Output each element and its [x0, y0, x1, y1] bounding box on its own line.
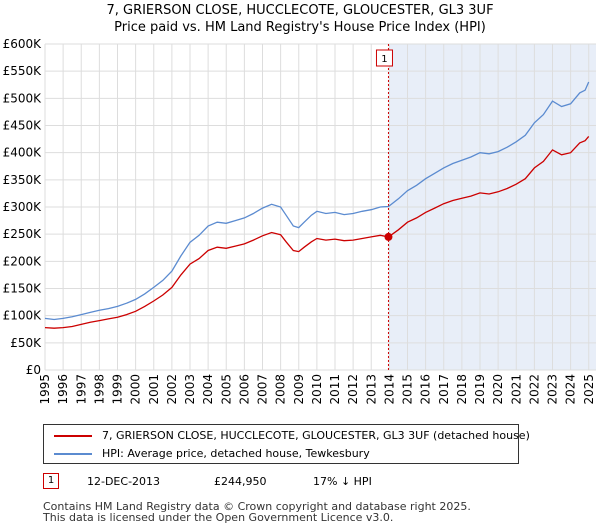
y-tick-label: £450K	[3, 119, 43, 133]
footer-copyright: Contains HM Land Registry data © Crown c…	[43, 500, 471, 513]
legend-swatch-price-paid	[54, 435, 92, 437]
chart-subtitle: Price paid vs. HM Land Registry's House …	[114, 20, 486, 35]
hpi-series-line	[44, 81, 590, 321]
legend: 7, GRIERSON CLOSE, HUCCLECOTE, GLOUCESTE…	[43, 424, 530, 464]
footer-licence: This data is licensed under the Open Gov…	[43, 511, 394, 524]
legend-label-hpi: HPI: Average price, detached house, Tewk…	[102, 447, 370, 460]
y-tick-label: £100K	[3, 309, 43, 323]
sale-date: 12-DEC-2013	[87, 475, 161, 488]
x-tick-label: 2022	[527, 374, 541, 405]
x-tick-label: 2020	[491, 374, 505, 405]
y-tick-label: £150K	[3, 282, 43, 296]
x-tick-label: 2002	[165, 374, 179, 405]
chart-title: 7, GRIERSON CLOSE, HUCCLECOTE, GLOUCESTE…	[106, 3, 494, 18]
gridlines	[44, 43, 596, 371]
x-tick-label: 2011	[328, 374, 342, 405]
y-tick-label: £300K	[3, 200, 43, 214]
x-tick-label: 2007	[256, 374, 270, 405]
y-tick-label: £550K	[3, 64, 43, 78]
sale-hpi-change: 17% ↓ HPI	[313, 475, 372, 488]
y-axis: £0 £50K £100K £150K £200K £250K £300K £350K £400…	[3, 37, 43, 377]
legend-swatch-hpi	[54, 453, 92, 455]
x-tick-label: 2018	[455, 374, 469, 405]
x-tick-label: 2012	[346, 374, 360, 405]
price-paid-series-line	[44, 135, 590, 329]
x-tick-label: 2008	[274, 374, 288, 405]
x-tick-label: 2000	[129, 374, 143, 405]
y-tick-label: £0	[26, 363, 41, 377]
chart-svg: 1 £0 £50K £100K £150K £200K £250K £300K £350K £4…	[3, 37, 596, 405]
x-tick-label: 2005	[219, 374, 233, 405]
x-tick-label: 2024	[564, 374, 578, 405]
sale-price: £244,950	[214, 475, 267, 488]
x-tick-label: 2025	[582, 374, 596, 405]
x-tick-label: 1998	[92, 374, 106, 405]
y-tick-label: £500K	[3, 91, 43, 105]
x-tick-label: 2015	[401, 374, 415, 405]
x-tick-label: 2013	[364, 374, 378, 405]
x-tick-label: 1999	[111, 374, 125, 405]
y-tick-label: £350K	[3, 173, 43, 187]
x-axis: 1995 1996 1997 1998 1999 2000 2001 2002 2003 2004…	[38, 374, 596, 405]
x-tick-label: 2004	[201, 374, 215, 405]
sale-row-badge: 1	[43, 473, 59, 489]
sale-marker-badge: 1	[375, 49, 393, 67]
y-tick-label: £400K	[3, 146, 43, 160]
sale-marker-badge-label: 1	[381, 54, 387, 65]
y-tick-label: £600K	[3, 37, 43, 51]
x-tick-label: 2010	[310, 374, 324, 405]
x-tick-label: 1996	[56, 374, 70, 405]
y-tick-label: £200K	[3, 254, 43, 268]
x-tick-label: 2006	[237, 374, 251, 405]
x-tick-label: 1995	[38, 374, 52, 405]
x-tick-label: 2016	[419, 374, 433, 405]
x-tick-label: 2019	[473, 374, 487, 405]
x-tick-label: 2001	[147, 374, 161, 405]
sale-point[interactable]	[384, 232, 393, 241]
x-tick-label: 2014	[382, 374, 396, 405]
y-tick-label: £50K	[10, 336, 42, 350]
x-tick-label: 2009	[292, 374, 306, 405]
x-tick-label: 2023	[546, 374, 560, 405]
x-tick-label: 1997	[74, 374, 88, 405]
y-tick-label: £250K	[3, 227, 43, 241]
x-tick-label: 2017	[437, 374, 451, 405]
x-tick-label: 2021	[509, 374, 523, 405]
legend-label-price-paid: 7, GRIERSON CLOSE, HUCCLECOTE, GLOUCESTE…	[102, 429, 530, 442]
x-tick-label: 2003	[183, 374, 197, 405]
